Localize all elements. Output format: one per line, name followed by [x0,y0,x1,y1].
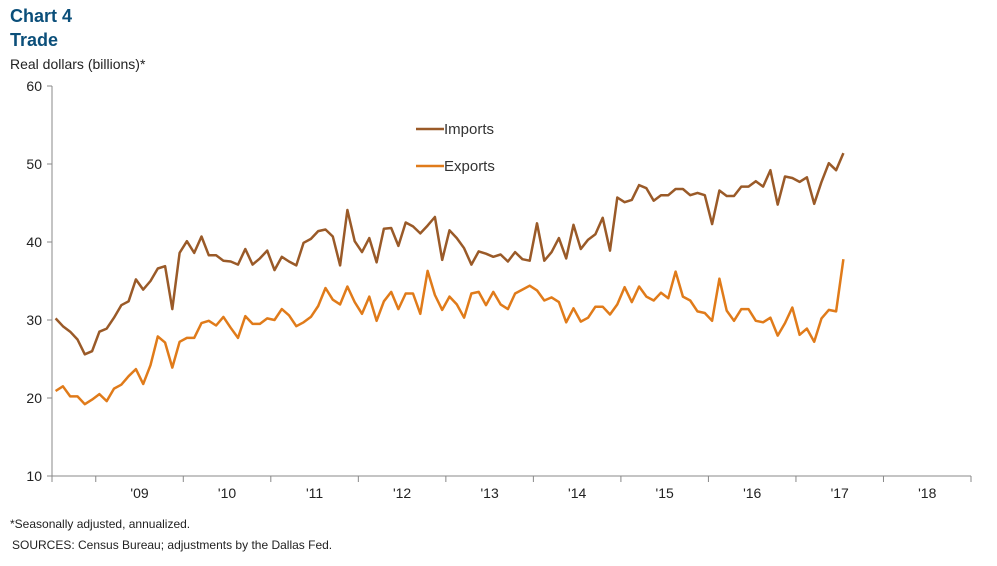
x-tick-label: '12 [393,485,411,501]
x-tick-label: '14 [568,485,586,501]
y-tick-label: 30 [26,312,42,328]
footnote: *Seasonally adjusted, annualized. [10,517,191,531]
chart-number: Chart 4 [10,6,73,26]
y-axis-units-label: Real dollars (billions)* [10,56,146,72]
chart-title: Trade [10,30,59,50]
x-tick-label: '16 [743,485,761,501]
series-line-exports [54,259,845,406]
x-tick-label: '18 [918,485,936,501]
legend-label-imports: Imports [444,121,494,138]
x-tick-label: '11 [306,485,323,501]
series-line-imports [54,152,845,356]
x-tick-label: '13 [480,485,498,501]
series-lines [54,152,845,406]
y-tick-label: 20 [26,390,42,406]
y-axis: 10 20 30 40 50 60 [26,78,53,484]
legend: Imports Exports [416,121,495,175]
x-tick-label: '17 [831,485,849,501]
y-tick-label: 10 [26,468,42,484]
y-tick-label: 60 [26,78,42,94]
x-tick-label: '09 [130,485,148,501]
x-axis: '09 '10 '11 '12 '13 '14 '15 '16 '17 '18 [51,475,972,501]
legend-label-exports: Exports [444,158,495,175]
y-tick-label: 50 [26,156,42,172]
trade-line-chart: 10 20 30 40 50 60 '09 '10 '11 '12 '13 '14 '15 '16 '17… [26,78,972,501]
y-tick-label: 40 [26,234,42,250]
x-tick-label: '15 [656,485,674,501]
sources-note: SOURCES: Census Bureau; adjustments by t… [12,538,333,552]
x-tick-label: '10 [218,485,236,501]
